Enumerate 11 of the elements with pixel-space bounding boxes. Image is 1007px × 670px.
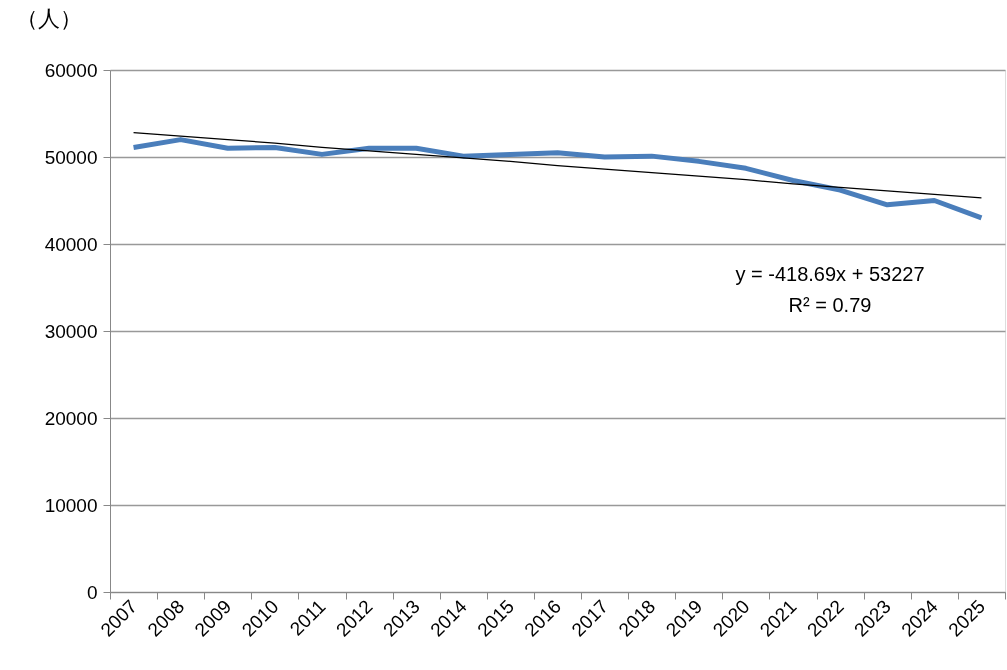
y-tick-label: 30000 bbox=[44, 320, 98, 342]
y-tick-label: 50000 bbox=[44, 146, 98, 168]
y-tick-label: 20000 bbox=[44, 407, 98, 429]
annotation: R² = 0.79 bbox=[788, 294, 872, 316]
y-tick-label: 40000 bbox=[44, 233, 98, 255]
line-series bbox=[132, 131, 983, 199]
annotation: y = -418.69x + 53227 bbox=[735, 263, 925, 285]
y-tick-label: 60000 bbox=[44, 59, 98, 81]
y-tick-label: 10000 bbox=[44, 494, 98, 516]
y-tick-label: 0 bbox=[86, 581, 98, 603]
y-axis-title: （人） bbox=[15, 5, 82, 31]
